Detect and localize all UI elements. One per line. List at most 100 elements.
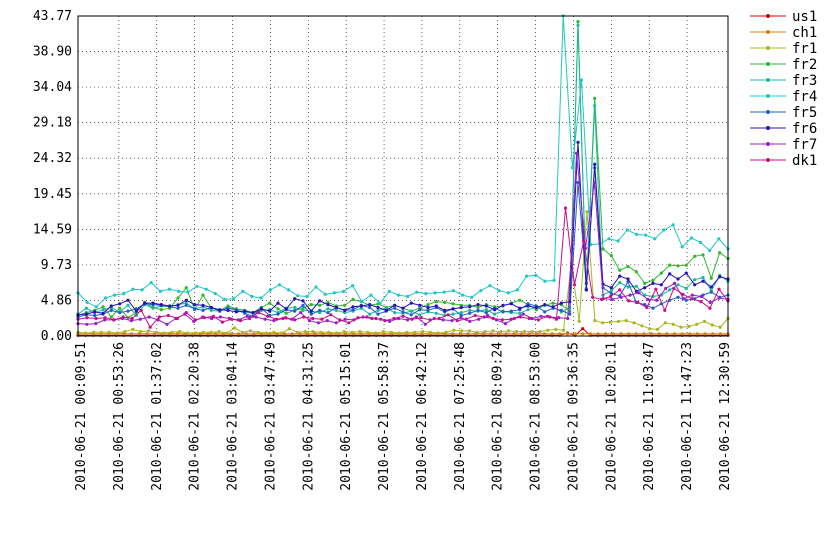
- data-point: [118, 302, 122, 306]
- data-point: [376, 312, 380, 316]
- data-point: [690, 297, 694, 301]
- data-point: [434, 304, 438, 308]
- data-point: [444, 330, 448, 334]
- data-point: [717, 237, 721, 241]
- data-point: [687, 324, 691, 329]
- data-point: [418, 303, 422, 307]
- legend-label: fr3: [792, 73, 817, 89]
- data-point: [226, 308, 230, 312]
- data-point: [245, 314, 249, 318]
- data-point: [627, 299, 631, 303]
- data-point: [293, 309, 297, 313]
- series-fr5: [76, 166, 730, 319]
- data-point: [484, 308, 488, 312]
- data-point: [653, 237, 657, 241]
- data-point: [679, 325, 683, 329]
- data-point: [690, 293, 695, 297]
- data-point: [184, 303, 188, 307]
- legend-item-fr6: fr6: [750, 121, 817, 137]
- data-point: [309, 309, 313, 313]
- data-point: [646, 297, 650, 301]
- data-point: [356, 316, 360, 320]
- data-point: [676, 295, 680, 299]
- data-point: [643, 286, 647, 290]
- data-point: [711, 332, 715, 336]
- data-point: [401, 306, 405, 310]
- data-point: [509, 302, 513, 306]
- data-point: [699, 300, 703, 304]
- data-point: [619, 295, 623, 299]
- data-point: [681, 297, 686, 301]
- data-point: [484, 304, 488, 308]
- data-point: [426, 308, 430, 312]
- data-point: [459, 311, 463, 315]
- data-point: [655, 327, 660, 331]
- series-fr3: [76, 23, 730, 318]
- legend-label: us1: [792, 9, 817, 25]
- data-point: [218, 308, 222, 312]
- data-point: [451, 307, 455, 311]
- data-point: [546, 328, 550, 332]
- data-point: [338, 318, 342, 322]
- legend-label: fr1: [792, 41, 817, 57]
- data-point: [129, 332, 134, 336]
- data-point: [717, 296, 721, 300]
- data-point: [85, 316, 89, 320]
- data-point: [410, 317, 414, 321]
- data-point: [663, 308, 667, 312]
- data-point: [632, 321, 636, 325]
- data-point: [318, 303, 322, 307]
- data-point: [193, 303, 197, 307]
- data-point: [579, 78, 584, 82]
- data-point: [709, 276, 713, 280]
- data-point: [311, 330, 315, 334]
- data-point: [178, 330, 182, 334]
- data-point: [534, 305, 538, 310]
- data-point: [477, 317, 481, 321]
- data-point: [123, 330, 127, 334]
- data-point: [268, 301, 272, 305]
- data-point: [193, 307, 197, 311]
- data-point: [250, 294, 254, 299]
- data-point: [326, 307, 330, 311]
- data-point: [616, 239, 620, 243]
- data-point: [468, 308, 472, 312]
- data-point: [166, 313, 170, 318]
- data-point: [314, 285, 318, 289]
- data-point: [618, 288, 622, 292]
- data-point: [446, 313, 450, 317]
- legend-swatch-marker: [766, 14, 770, 18]
- y-tick-label: 43.77: [33, 9, 72, 24]
- data-point: [151, 301, 155, 305]
- data-point: [209, 305, 213, 310]
- data-point: [695, 332, 700, 336]
- data-point: [276, 301, 280, 305]
- series-lines: [76, 14, 730, 337]
- data-point: [376, 308, 380, 312]
- data-point: [351, 305, 355, 309]
- data-point: [493, 312, 497, 316]
- data-point: [284, 307, 288, 311]
- data-point: [195, 284, 199, 288]
- data-point: [542, 332, 547, 336]
- legend-label: fr2: [792, 57, 817, 73]
- data-point: [609, 294, 613, 299]
- data-point: [209, 308, 213, 312]
- data-point: [515, 288, 520, 292]
- data-point: [671, 322, 675, 326]
- data-point: [126, 298, 130, 302]
- data-point: [307, 319, 312, 323]
- data-point: [296, 294, 300, 298]
- y-tick-label: 9.73: [41, 258, 72, 273]
- data-point: [323, 292, 327, 296]
- data-point: [676, 264, 680, 268]
- legend-item-fr4: fr4: [750, 89, 817, 105]
- data-point: [499, 330, 503, 334]
- data-point: [351, 297, 355, 301]
- data-point: [303, 330, 307, 334]
- data-point: [259, 296, 263, 300]
- data-point: [233, 326, 237, 330]
- data-point: [550, 332, 554, 336]
- data-point: [699, 294, 703, 299]
- data-point: [424, 292, 428, 296]
